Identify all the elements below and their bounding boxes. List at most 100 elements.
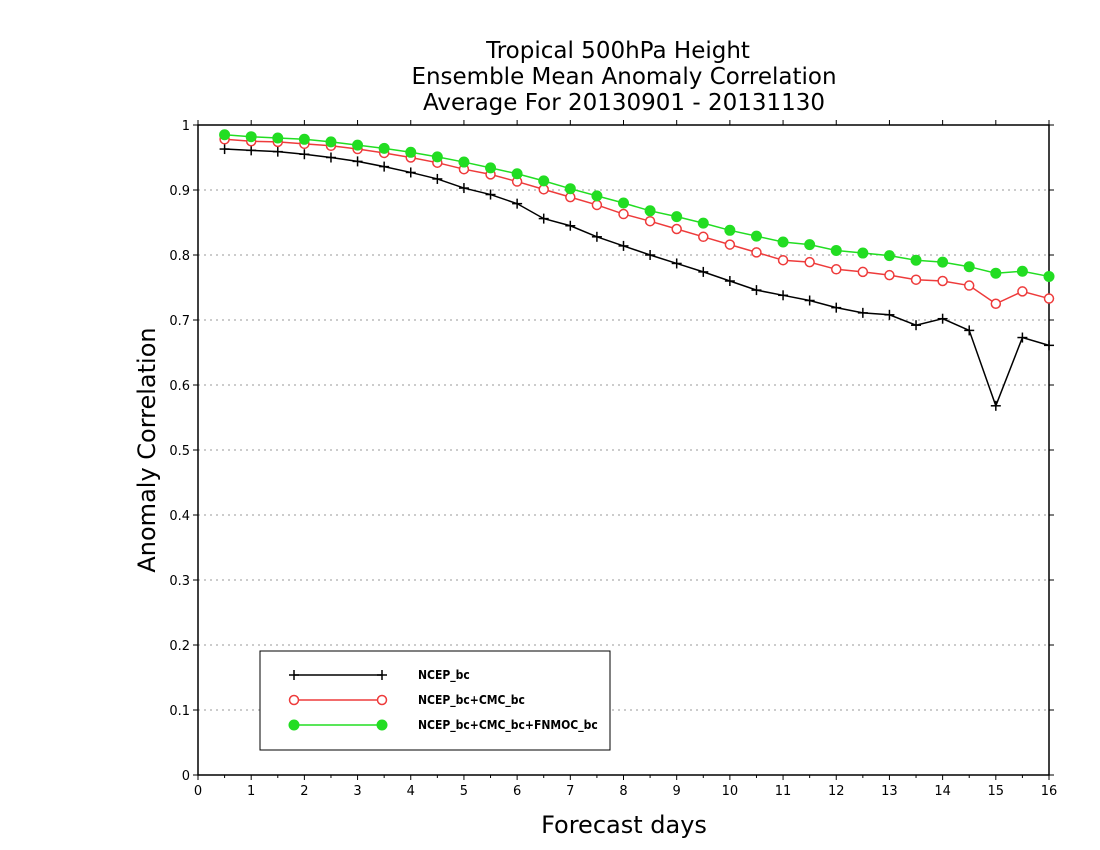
- x-tick-label: 16: [1041, 784, 1058, 799]
- y-axis-label: Anomaly Correlation: [133, 327, 161, 572]
- data-point: [831, 302, 842, 313]
- data-point: [538, 175, 550, 187]
- x-tick-label: 3: [353, 784, 361, 799]
- data-point: [937, 256, 949, 268]
- data-point: [804, 256, 815, 268]
- data-point: [777, 236, 789, 248]
- data-point: [697, 217, 709, 229]
- legend-item-3: NCEP_bc+CMC_bc+FNMOC_bc: [288, 718, 598, 733]
- legend-marker: [288, 719, 300, 731]
- x-tick-label: 7: [566, 784, 574, 799]
- data-point: [245, 131, 257, 143]
- data-point: [246, 145, 257, 156]
- data-point: [963, 280, 975, 291]
- data-point: [724, 224, 736, 236]
- legend-marker: [376, 694, 388, 706]
- data-point: [325, 152, 336, 163]
- data-point: [298, 133, 310, 145]
- chart-title-line-1: Tropical 500hPa Height: [485, 38, 750, 64]
- data-point: [591, 199, 603, 211]
- data-point: [325, 136, 337, 148]
- x-tick-label: 8: [619, 784, 627, 799]
- data-point: [1017, 332, 1028, 343]
- data-point: [299, 149, 310, 160]
- data-point: [352, 156, 363, 167]
- y-tick-label: 0.4: [169, 509, 190, 524]
- x-tick-label: 2: [300, 784, 308, 799]
- chart-title-line-3: Average For 20130901 - 20131130: [423, 90, 825, 116]
- data-point: [511, 168, 523, 180]
- x-tick-label: 6: [513, 784, 521, 799]
- data-point: [804, 295, 815, 306]
- x-tick-label: 4: [407, 784, 415, 799]
- data-point: [778, 290, 789, 301]
- data-point: [565, 220, 576, 231]
- data-point: [963, 261, 975, 273]
- data-point: [458, 183, 469, 194]
- data-point: [671, 211, 683, 223]
- data-point: [777, 254, 789, 266]
- x-tick-label: 5: [460, 784, 468, 799]
- legend-marker: [288, 694, 300, 706]
- y-tick-label: 0.8: [169, 249, 190, 264]
- data-point: [405, 146, 417, 158]
- data-point: [591, 231, 602, 242]
- data-point: [378, 142, 390, 154]
- data-point: [1043, 293, 1055, 304]
- y-tick-label: 0.6: [169, 379, 190, 394]
- data-point: [937, 275, 948, 287]
- x-tick-label: 13: [881, 784, 898, 799]
- data-point: [937, 313, 948, 324]
- data-point: [990, 298, 1002, 309]
- series-2: [219, 134, 1055, 309]
- series-line: [224, 138, 1050, 305]
- gridlines: [198, 189, 1049, 711]
- data-point: [1044, 340, 1054, 351]
- chart-title-line-2: Ensemble Mean Anomaly Correlation: [411, 64, 836, 90]
- y-tick-label: 0: [182, 769, 190, 784]
- data-point: [1016, 265, 1028, 277]
- x-axis-label: Forecast days: [541, 811, 707, 839]
- x-tick-label: 1: [247, 784, 255, 799]
- legend-marker: [289, 670, 299, 680]
- data-point: [671, 258, 682, 269]
- series-lines: [219, 129, 1055, 411]
- data-point: [644, 215, 656, 227]
- x-tick-label: 12: [828, 784, 845, 799]
- data-point: [884, 269, 895, 281]
- data-point: [512, 198, 523, 209]
- data-point: [352, 139, 364, 151]
- data-point: [724, 239, 736, 250]
- data-point: [618, 240, 629, 251]
- data-point: [591, 190, 603, 202]
- y-tick-label: 0.9: [169, 184, 190, 199]
- data-point: [857, 266, 869, 278]
- data-point: [458, 156, 470, 168]
- data-point: [272, 132, 284, 144]
- data-point: [698, 231, 709, 243]
- data-point: [219, 129, 231, 141]
- legend-item-2: NCEP_bc+CMC_bc: [288, 693, 525, 708]
- data-point: [618, 197, 629, 209]
- data-point: [910, 254, 922, 266]
- data-point: [485, 162, 497, 174]
- x-tick-label: 10: [722, 784, 739, 799]
- data-point: [618, 208, 629, 220]
- data-point: [964, 325, 975, 336]
- x-tick-label: 0: [194, 784, 202, 799]
- y-tick-label: 0.5: [169, 444, 190, 459]
- data-point: [485, 189, 496, 200]
- y-tick-label: 0.2: [169, 639, 190, 654]
- legend-item-1: NCEP_bc: [289, 668, 470, 683]
- data-point: [830, 244, 842, 256]
- data-point: [645, 250, 656, 260]
- x-tick-label: 9: [673, 784, 681, 799]
- data-point: [857, 247, 869, 259]
- data-point: [724, 276, 735, 286]
- data-point: [219, 144, 230, 155]
- data-point: [990, 267, 1002, 279]
- data-point: [911, 320, 922, 331]
- series-line: [224, 148, 1050, 408]
- data-point: [698, 266, 709, 277]
